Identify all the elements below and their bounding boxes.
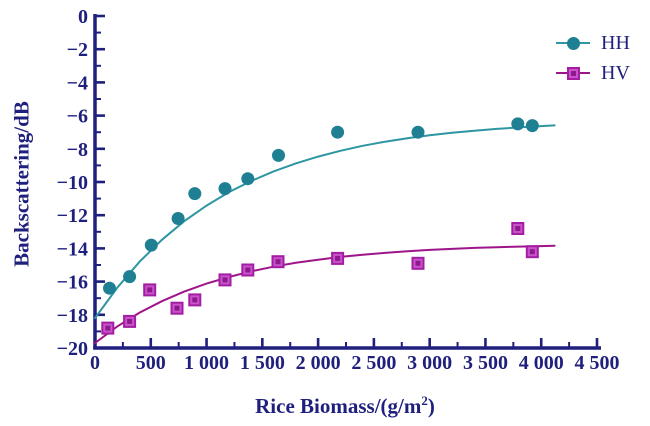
legend-hv-key: [556, 66, 590, 81]
y-axis-tick-label: −4: [67, 72, 88, 94]
y-axis-tick-label: −14: [57, 238, 88, 260]
y-axis-tick-label: 0: [78, 6, 88, 28]
x-axis-title-superscript: 2: [421, 393, 428, 408]
hh-data-point: [188, 187, 202, 201]
y-axis-tick-label: −18: [57, 305, 88, 327]
hh-data-point: [525, 119, 539, 133]
hh-data-point: [241, 172, 255, 186]
legend: HH HV: [556, 31, 630, 91]
hh-data-point: [511, 117, 525, 131]
x-axis-tick-label: 1 000: [184, 352, 229, 374]
y-axis-tick-label: −20: [57, 338, 88, 360]
hh-data-point: [331, 125, 345, 139]
hv-data-point-center: [415, 260, 421, 266]
hh-data-point: [123, 270, 137, 284]
legend-hv-square-center: [570, 70, 576, 76]
hv-data-point-center: [335, 255, 341, 261]
hh-fit-curve: [94, 124, 556, 320]
legend-hh-label: HH: [601, 31, 630, 54]
y-axis-tick-label: −2: [67, 39, 88, 61]
x-axis-tick-label: 4 500: [575, 352, 620, 374]
legend-item-hh: HH: [556, 31, 630, 55]
x-axis-tick-label: 500: [136, 352, 166, 374]
y-axis-tick-label: −12: [57, 205, 88, 227]
hv-data-point-center: [192, 297, 198, 303]
hh-data-point: [103, 281, 116, 295]
hv-data-point-center: [105, 325, 111, 331]
y-axis-tick-label: −8: [67, 139, 88, 161]
legend-item-hv: HV: [556, 61, 630, 85]
x-axis-tick-label: 4 000: [519, 352, 564, 374]
x-axis-tick-label: 1 500: [240, 352, 285, 374]
hv-fit-curve: [94, 244, 556, 344]
hv-data-point-center: [147, 287, 153, 293]
x-axis-title: Rice Biomass/(g/m2): [255, 393, 435, 418]
legend-hh-key: [556, 36, 590, 51]
hh-data-point: [272, 148, 285, 162]
hv-data-point-center: [127, 318, 133, 324]
hv-data-point-center: [245, 267, 251, 273]
hh-data-point: [411, 125, 425, 139]
hv-data-point-center: [275, 259, 281, 265]
hv-data-point-center: [515, 226, 521, 231]
x-axis-tick-label: 2 000: [296, 352, 341, 374]
x-axis-tick-label: 3 500: [463, 352, 508, 374]
legend-hv-square-marker: [566, 66, 580, 80]
hh-data-point: [171, 212, 185, 225]
hv-data-point-center: [222, 277, 228, 283]
y-axis-title: Backscattering/dB: [9, 101, 34, 267]
legend-hv-label: HV: [601, 61, 630, 84]
legend-hh-circle-marker: [566, 36, 580, 50]
hv-data-point-center: [529, 249, 535, 255]
y-axis-tick-label: −6: [67, 106, 88, 128]
hh-data-point: [218, 182, 232, 196]
y-axis-tick-label: −16: [57, 272, 88, 294]
x-axis-tick-label: 0: [90, 352, 100, 374]
hh-data-point: [144, 238, 158, 252]
y-axis-tick-label: −10: [57, 172, 88, 194]
x-axis-tick-label: 3 000: [407, 352, 452, 374]
hv-data-point-center: [174, 305, 180, 311]
x-axis-tick-label: 2 500: [351, 352, 396, 374]
